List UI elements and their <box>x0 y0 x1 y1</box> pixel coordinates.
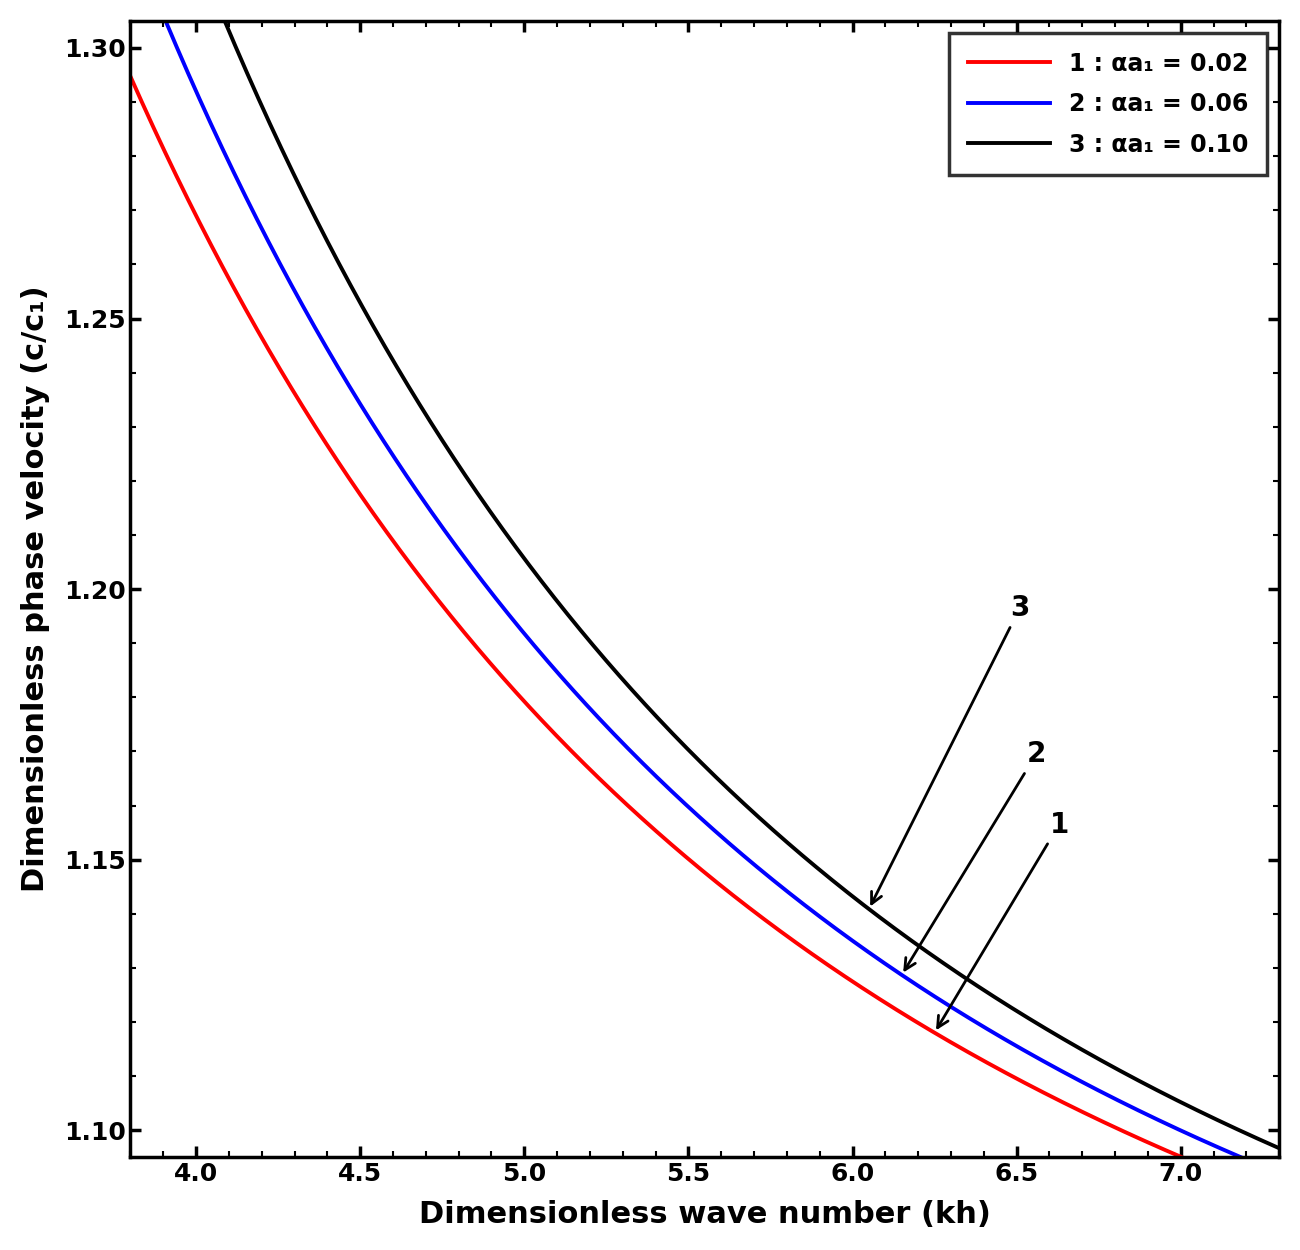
3 : αa₁ = 0.10: (6.03, 1.14): αa₁ = 0.10: (6.03, 1.14) <box>854 896 870 911</box>
3 : αa₁ = 0.10: (7.3, 1.1): αa₁ = 0.10: (7.3, 1.1) <box>1271 1141 1287 1156</box>
3 : αa₁ = 0.10: (4.79, 1.22): αa₁ = 0.10: (4.79, 1.22) <box>448 455 464 470</box>
Text: 3: 3 <box>871 594 1030 904</box>
Line: 1 : αa₁ = 0.02: 1 : αa₁ = 0.02 <box>130 76 1279 1196</box>
3 : αa₁ = 0.10: (6.9, 1.11): αa₁ = 0.10: (6.9, 1.11) <box>1140 1079 1156 1094</box>
1 : αa₁ = 0.02: (6.03, 1.13): αa₁ = 0.02: (6.03, 1.13) <box>854 980 870 995</box>
1 : αa₁ = 0.02: (5.83, 1.13): αa₁ = 0.02: (5.83, 1.13) <box>789 936 805 951</box>
2 : αa₁ = 0.06: (7.3, 1.09): αa₁ = 0.06: (7.3, 1.09) <box>1271 1166 1287 1181</box>
2 : αa₁ = 0.06: (5.88, 1.14): αa₁ = 0.06: (5.88, 1.14) <box>805 904 820 919</box>
2 : αa₁ = 0.06: (7.1, 1.1): αa₁ = 0.06: (7.1, 1.1) <box>1205 1138 1221 1152</box>
1 : αa₁ = 0.02: (7.3, 1.09): αa₁ = 0.02: (7.3, 1.09) <box>1271 1189 1287 1204</box>
1 : αa₁ = 0.02: (6.45, 1.11): αa₁ = 0.02: (6.45, 1.11) <box>994 1062 1010 1078</box>
Text: 2: 2 <box>905 740 1045 970</box>
3 : αa₁ = 0.10: (5.96, 1.15): αa₁ = 0.10: (5.96, 1.15) <box>832 879 848 894</box>
Text: 1: 1 <box>937 811 1069 1028</box>
3 : αa₁ = 0.10: (7.05, 1.1): αa₁ = 0.10: (7.05, 1.1) <box>1191 1104 1206 1119</box>
2 : αa₁ = 0.06: (5.15, 1.18): αa₁ = 0.06: (5.15, 1.18) <box>566 682 581 698</box>
Line: 2 : αa₁ = 0.06: 2 : αa₁ = 0.06 <box>144 0 1279 1174</box>
1 : αa₁ = 0.02: (3.8, 1.29): αa₁ = 0.02: (3.8, 1.29) <box>122 69 138 84</box>
Line: 3 : αa₁ = 0.10: 3 : αa₁ = 0.10 <box>204 0 1279 1149</box>
1 : αa₁ = 0.02: (6.81, 1.1): αa₁ = 0.02: (6.81, 1.1) <box>1112 1122 1127 1138</box>
2 : αa₁ = 0.06: (4.22, 1.26): αa₁ = 0.06: (4.22, 1.26) <box>261 234 277 249</box>
2 : αa₁ = 0.06: (7.19, 1.09): αa₁ = 0.06: (7.19, 1.09) <box>1235 1151 1251 1166</box>
X-axis label: Dimensionless wave number (kh): Dimensionless wave number (kh) <box>419 1200 991 1229</box>
Legend: 1 : αa₁ = 0.02, 2 : αa₁ = 0.06, 3 : αa₁ = 0.10: 1 : αa₁ = 0.02, 2 : αa₁ = 0.06, 3 : αa₁ … <box>949 32 1268 175</box>
3 : αa₁ = 0.10: (6.07, 1.14): αa₁ = 0.10: (6.07, 1.14) <box>867 906 883 921</box>
Y-axis label: Dimensionless phase velocity (c/c₁): Dimensionless phase velocity (c/c₁) <box>21 286 49 892</box>
2 : αa₁ = 0.06: (6.71, 1.11): αa₁ = 0.06: (6.71, 1.11) <box>1079 1076 1095 1091</box>
1 : αa₁ = 0.02: (4.01, 1.27): αa₁ = 0.02: (4.01, 1.27) <box>194 217 209 232</box>
1 : αa₁ = 0.02: (5.92, 1.13): αa₁ = 0.02: (5.92, 1.13) <box>820 958 836 972</box>
